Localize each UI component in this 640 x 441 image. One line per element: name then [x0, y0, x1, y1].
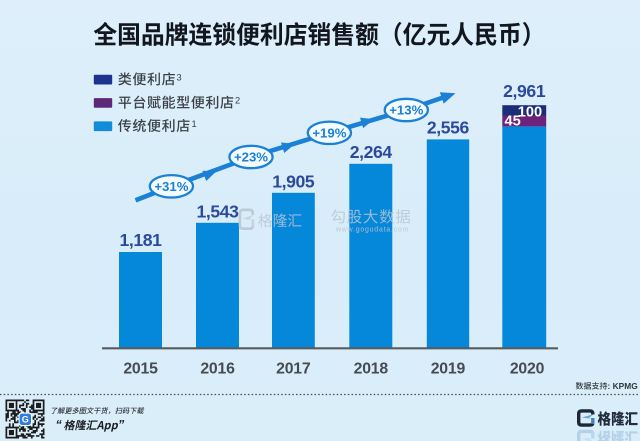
svg-text:2,556: 2,556	[427, 117, 470, 137]
svg-text:+31%: +31%	[154, 179, 188, 194]
svg-text:”: ”	[118, 418, 125, 432]
svg-text:2017: 2017	[276, 361, 311, 378]
svg-text:1,905: 1,905	[272, 172, 315, 192]
svg-text:+19%: +19%	[312, 125, 346, 140]
svg-text:+13%: +13%	[389, 103, 423, 118]
svg-text:1,543: 1,543	[196, 202, 239, 222]
svg-text:45: 45	[505, 113, 521, 129]
svg-text:+23%: +23%	[234, 150, 268, 165]
svg-text:2020: 2020	[510, 361, 545, 378]
svg-text:2019: 2019	[431, 361, 466, 378]
svg-text:1,181: 1,181	[119, 230, 162, 250]
svg-text:1: 1	[192, 119, 197, 129]
svg-text:2015: 2015	[123, 361, 158, 378]
svg-text:: KPMG: : KPMG	[608, 381, 638, 391]
svg-text:www.gogudata.com: www.gogudata.com	[335, 226, 409, 233]
svg-text:100: 100	[518, 105, 542, 121]
svg-text:3: 3	[177, 72, 182, 82]
svg-text:“: “	[56, 418, 63, 432]
svg-text:G: G	[22, 415, 29, 425]
svg-text:2016: 2016	[200, 361, 235, 378]
svg-text:2,264: 2,264	[350, 142, 393, 162]
svg-text:2: 2	[235, 96, 240, 106]
svg-text:2018: 2018	[354, 361, 389, 378]
svg-text:2,961: 2,961	[503, 81, 546, 101]
